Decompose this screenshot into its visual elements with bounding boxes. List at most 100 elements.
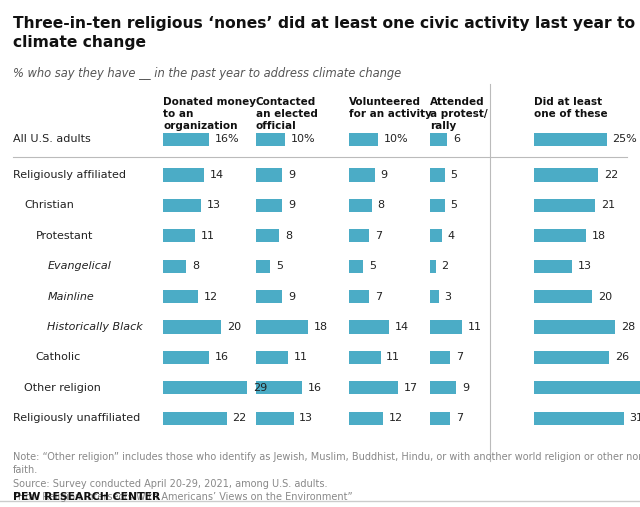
Text: 20: 20 [598,292,612,302]
Text: 25%: 25% [612,134,637,144]
Text: 9: 9 [462,383,469,393]
Text: 26: 26 [615,352,629,363]
Text: 9: 9 [288,170,295,180]
Text: 9: 9 [381,170,388,180]
Text: 5: 5 [369,261,376,271]
Text: 13: 13 [578,261,592,271]
FancyBboxPatch shape [349,412,383,425]
Text: 11: 11 [387,352,401,363]
Text: 7: 7 [375,231,382,241]
FancyBboxPatch shape [163,168,204,182]
Text: 12: 12 [389,413,403,423]
FancyBboxPatch shape [430,412,451,425]
FancyBboxPatch shape [349,320,389,334]
Text: Volunteered
for an activity: Volunteered for an activity [349,97,431,119]
Text: 11: 11 [294,352,308,363]
Text: 13: 13 [300,413,314,423]
Text: 9: 9 [288,292,295,302]
FancyBboxPatch shape [163,381,247,394]
FancyBboxPatch shape [163,133,209,146]
FancyBboxPatch shape [430,290,439,303]
FancyBboxPatch shape [256,260,271,273]
Text: 28: 28 [621,322,636,332]
Text: PEW RESEARCH CENTER: PEW RESEARCH CENTER [13,492,160,502]
Text: 5: 5 [451,200,457,210]
FancyBboxPatch shape [163,290,198,303]
Text: Evangelical: Evangelical [47,261,111,271]
Text: 10%: 10% [383,134,408,144]
FancyBboxPatch shape [534,381,640,394]
FancyBboxPatch shape [534,199,595,212]
Text: 17: 17 [404,383,418,393]
FancyBboxPatch shape [256,290,282,303]
Text: Contacted
an elected
official: Contacted an elected official [256,97,318,130]
Text: 14: 14 [209,170,223,180]
Text: Catholic: Catholic [36,352,81,363]
FancyBboxPatch shape [430,229,442,242]
FancyBboxPatch shape [349,351,381,364]
Text: 18: 18 [592,231,606,241]
FancyBboxPatch shape [256,351,288,364]
FancyBboxPatch shape [163,229,195,242]
Text: 3: 3 [445,292,451,302]
Text: 7: 7 [456,413,463,423]
Text: 11: 11 [201,231,215,241]
Text: 22: 22 [604,170,618,180]
FancyBboxPatch shape [430,351,451,364]
FancyBboxPatch shape [349,260,364,273]
Text: 2: 2 [442,261,449,271]
FancyBboxPatch shape [349,290,369,303]
FancyBboxPatch shape [534,412,624,425]
Text: 16: 16 [215,352,229,363]
FancyBboxPatch shape [256,168,282,182]
Text: Did at least
one of these: Did at least one of these [534,97,608,119]
FancyBboxPatch shape [534,290,592,303]
Text: Christian: Christian [24,200,74,210]
Text: 21: 21 [601,200,615,210]
Text: 5: 5 [276,261,283,271]
FancyBboxPatch shape [349,168,375,182]
FancyBboxPatch shape [163,260,186,273]
Text: % who say they have __ in the past year to address climate change: % who say they have __ in the past year … [13,67,401,80]
Text: 16: 16 [308,383,322,393]
FancyBboxPatch shape [256,199,282,212]
Text: Note: “Other religion” includes those who identify as Jewish, Muslim, Buddhist, : Note: “Other religion” includes those wh… [13,452,640,502]
FancyBboxPatch shape [534,168,598,182]
FancyBboxPatch shape [430,133,447,146]
Text: Other religion: Other religion [24,383,101,393]
Text: Attended
a protest/
rally: Attended a protest/ rally [430,97,488,130]
FancyBboxPatch shape [534,351,609,364]
FancyBboxPatch shape [256,381,302,394]
Text: 22: 22 [232,413,247,423]
FancyBboxPatch shape [256,412,294,425]
FancyBboxPatch shape [534,229,586,242]
FancyBboxPatch shape [349,133,378,146]
Text: Three-in-ten religious ‘nones’ did at least one civic activity last year to addr: Three-in-ten religious ‘nones’ did at le… [13,16,640,50]
Text: Religiously affiliated: Religiously affiliated [13,170,126,180]
FancyBboxPatch shape [163,351,209,364]
Text: 6: 6 [453,134,460,144]
Text: Historically Black: Historically Black [47,322,143,332]
FancyBboxPatch shape [349,229,369,242]
Text: 29: 29 [253,383,267,393]
Text: Mainline: Mainline [47,292,94,302]
FancyBboxPatch shape [256,229,279,242]
FancyBboxPatch shape [349,199,372,212]
Text: 20: 20 [227,322,241,332]
Text: Protestant: Protestant [36,231,93,241]
Text: 13: 13 [207,200,221,210]
Text: 16%: 16% [215,134,240,144]
FancyBboxPatch shape [430,381,456,394]
Text: 8: 8 [285,231,292,241]
Text: 11: 11 [468,322,482,332]
FancyBboxPatch shape [256,133,285,146]
Text: 5: 5 [451,170,457,180]
Text: Donated money
to an
organization: Donated money to an organization [163,97,256,130]
FancyBboxPatch shape [430,199,445,212]
Text: 9: 9 [288,200,295,210]
Text: 7: 7 [456,352,463,363]
FancyBboxPatch shape [163,199,201,212]
FancyBboxPatch shape [256,320,308,334]
FancyBboxPatch shape [430,320,462,334]
Text: Religiously unaffiliated: Religiously unaffiliated [13,413,140,423]
